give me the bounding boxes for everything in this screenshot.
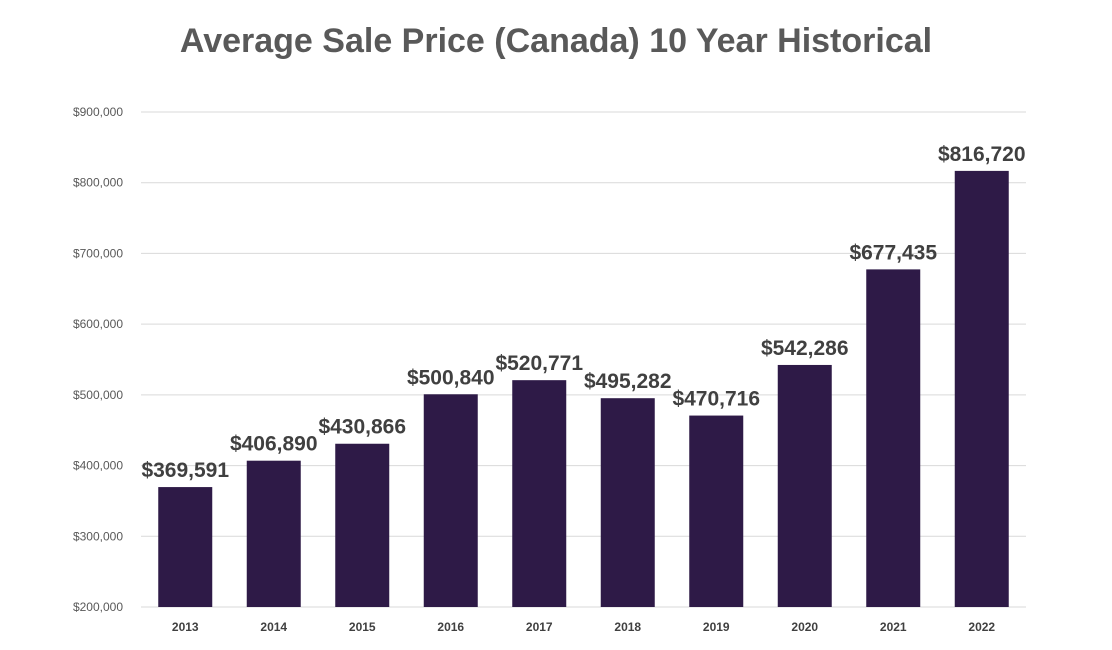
y-tick-label: $800,000 (73, 176, 123, 190)
x-axis-category-labels: 2013 2014 2015 2016 2017 2018 2019 2020 2021 2022 (172, 620, 996, 634)
x-category-label: 2016 (437, 620, 464, 634)
bar (866, 269, 921, 607)
x-category-label: 2022 (968, 620, 995, 634)
y-tick-label: $400,000 (73, 459, 123, 473)
data-label: $816,720 (938, 143, 1026, 166)
bar (689, 415, 744, 607)
data-label: $677,435 (849, 241, 937, 264)
data-label: $369,591 (141, 459, 229, 482)
y-tick-label: $300,000 (73, 529, 123, 543)
x-category-label: 2021 (880, 620, 907, 634)
x-category-label: 2017 (526, 620, 553, 634)
x-category-label: 2014 (260, 620, 287, 634)
bar (777, 364, 832, 607)
x-category-label: 2019 (703, 620, 730, 634)
data-label: $430,866 (318, 416, 406, 439)
bar (423, 394, 478, 607)
data-label: $500,840 (407, 366, 495, 389)
chart-title: Average Sale Price (Canada) 10 Year Hist… (179, 22, 933, 60)
bars (158, 170, 1009, 607)
y-tick-label: $900,000 (73, 105, 123, 119)
bar (158, 487, 213, 607)
y-tick-label: $200,000 (73, 600, 123, 614)
y-tick-label: $500,000 (73, 388, 123, 402)
y-axis-tick-labels: $200,000 $300,000 $400,000 $500,000 $600,000… (73, 105, 123, 614)
data-labels: $369,591$406,890$430,866 $500,840$520,771… (141, 143, 1025, 482)
data-label: $495,282 (584, 370, 672, 393)
data-label: $470,716 (672, 388, 760, 411)
x-category-label: 2018 (614, 620, 641, 634)
bar (246, 460, 301, 607)
bar (600, 398, 655, 607)
x-category-label: 2015 (349, 620, 376, 634)
x-category-label: 2020 (791, 620, 818, 634)
y-tick-label: $700,000 (73, 246, 123, 260)
y-tick-label: $600,000 (73, 317, 123, 331)
data-label: $406,890 (230, 433, 318, 456)
bar (954, 170, 1009, 607)
bar (335, 443, 390, 607)
data-label: $520,771 (495, 352, 583, 375)
bar (512, 380, 567, 607)
data-label: $542,286 (761, 337, 849, 360)
x-category-label: 2013 (172, 620, 199, 634)
